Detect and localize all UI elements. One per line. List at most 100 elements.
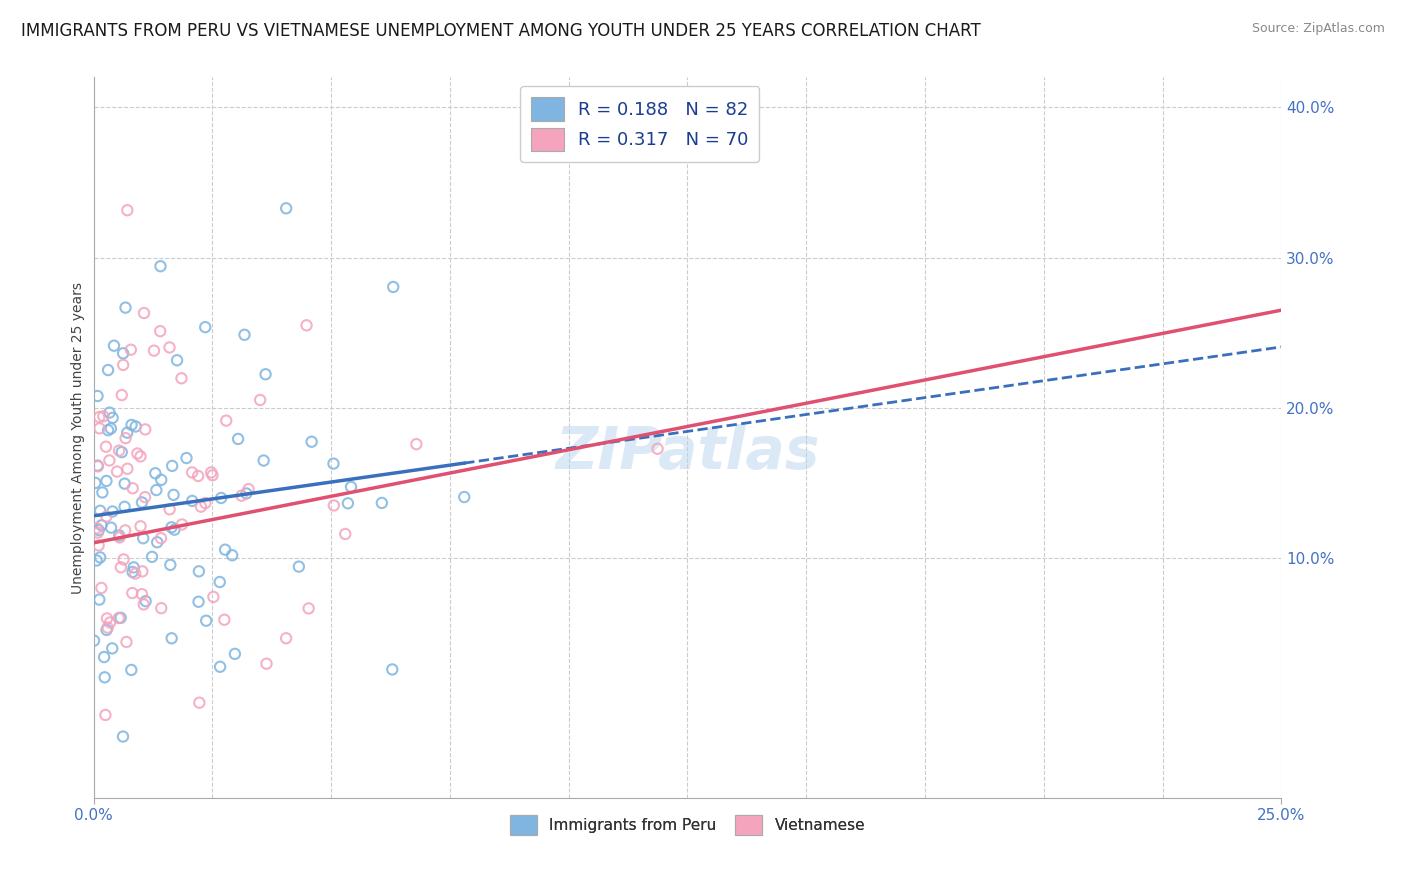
Legend: Immigrants from Peru, Vietnamese: Immigrants from Peru, Vietnamese — [503, 809, 872, 841]
Point — [221, 548, 243, 562]
Point — [382, 280, 405, 294]
Point — [143, 343, 166, 358]
Point — [371, 496, 394, 510]
Point — [215, 414, 238, 428]
Point — [276, 632, 298, 646]
Point — [117, 203, 139, 218]
Point — [405, 437, 427, 451]
Point — [110, 611, 132, 625]
Point — [187, 595, 209, 609]
Point — [114, 524, 136, 538]
Y-axis label: Unemployment Among Youth under 25 years: Unemployment Among Youth under 25 years — [72, 282, 86, 594]
Point — [127, 446, 149, 460]
Point — [150, 473, 173, 487]
Point — [176, 451, 198, 466]
Point — [149, 259, 172, 273]
Point — [107, 611, 129, 625]
Point — [96, 611, 118, 625]
Point — [97, 423, 120, 437]
Point — [87, 523, 110, 537]
Point — [194, 496, 217, 510]
Point — [132, 306, 155, 320]
Point — [86, 521, 108, 535]
Point — [108, 528, 131, 542]
Point — [96, 623, 118, 637]
Point — [90, 581, 112, 595]
Point — [117, 461, 139, 475]
Point — [124, 419, 146, 434]
Point — [187, 565, 209, 579]
Point — [224, 647, 246, 661]
Point — [101, 504, 124, 518]
Point — [150, 531, 173, 545]
Point — [194, 320, 217, 334]
Point — [97, 621, 120, 635]
Point — [190, 500, 212, 514]
Point — [105, 465, 128, 479]
Point — [110, 560, 132, 574]
Point — [89, 504, 111, 518]
Point — [131, 587, 153, 601]
Point — [181, 494, 204, 508]
Point — [162, 488, 184, 502]
Point — [91, 409, 114, 424]
Point — [202, 590, 225, 604]
Point — [131, 495, 153, 509]
Point — [93, 650, 115, 665]
Point — [276, 202, 298, 216]
Point — [256, 657, 278, 671]
Point — [98, 406, 121, 420]
Point — [231, 489, 253, 503]
Point — [209, 491, 232, 505]
Point — [141, 549, 163, 564]
Point — [112, 358, 135, 372]
Point — [214, 613, 236, 627]
Point — [235, 486, 257, 500]
Point — [181, 466, 204, 480]
Point — [98, 615, 121, 630]
Point — [132, 598, 155, 612]
Point — [340, 480, 363, 494]
Point — [238, 482, 260, 496]
Point — [84, 475, 107, 490]
Point — [96, 474, 118, 488]
Point — [201, 468, 224, 483]
Point — [233, 327, 256, 342]
Point — [208, 574, 231, 589]
Point — [381, 663, 404, 677]
Point — [159, 341, 181, 355]
Point — [121, 417, 143, 432]
Text: IMMIGRANTS FROM PERU VS VIETNAMESE UNEMPLOYMENT AMONG YOUTH UNDER 25 YEARS CORRE: IMMIGRANTS FROM PERU VS VIETNAMESE UNEMP… — [21, 22, 981, 40]
Point — [135, 594, 157, 608]
Point — [94, 708, 117, 723]
Point — [86, 553, 108, 567]
Point — [170, 517, 193, 532]
Point — [298, 601, 321, 615]
Point — [111, 730, 134, 744]
Point — [453, 490, 475, 504]
Point — [129, 519, 152, 533]
Text: ZIPatlas: ZIPatlas — [555, 424, 820, 481]
Point — [114, 476, 136, 491]
Point — [94, 440, 117, 454]
Point — [103, 339, 125, 353]
Point — [146, 535, 169, 549]
Text: Source: ZipAtlas.com: Source: ZipAtlas.com — [1251, 22, 1385, 36]
Point — [134, 422, 156, 436]
Point — [112, 346, 135, 360]
Point — [89, 592, 111, 607]
Point — [121, 481, 143, 495]
Point — [209, 660, 232, 674]
Point — [93, 670, 115, 684]
Point — [101, 410, 124, 425]
Point — [108, 443, 131, 458]
Point — [87, 459, 110, 474]
Point — [121, 565, 143, 579]
Point — [111, 445, 134, 459]
Point — [89, 550, 111, 565]
Point — [160, 520, 183, 534]
Point — [101, 641, 124, 656]
Point — [150, 601, 173, 615]
Point — [108, 531, 131, 545]
Point — [159, 502, 181, 516]
